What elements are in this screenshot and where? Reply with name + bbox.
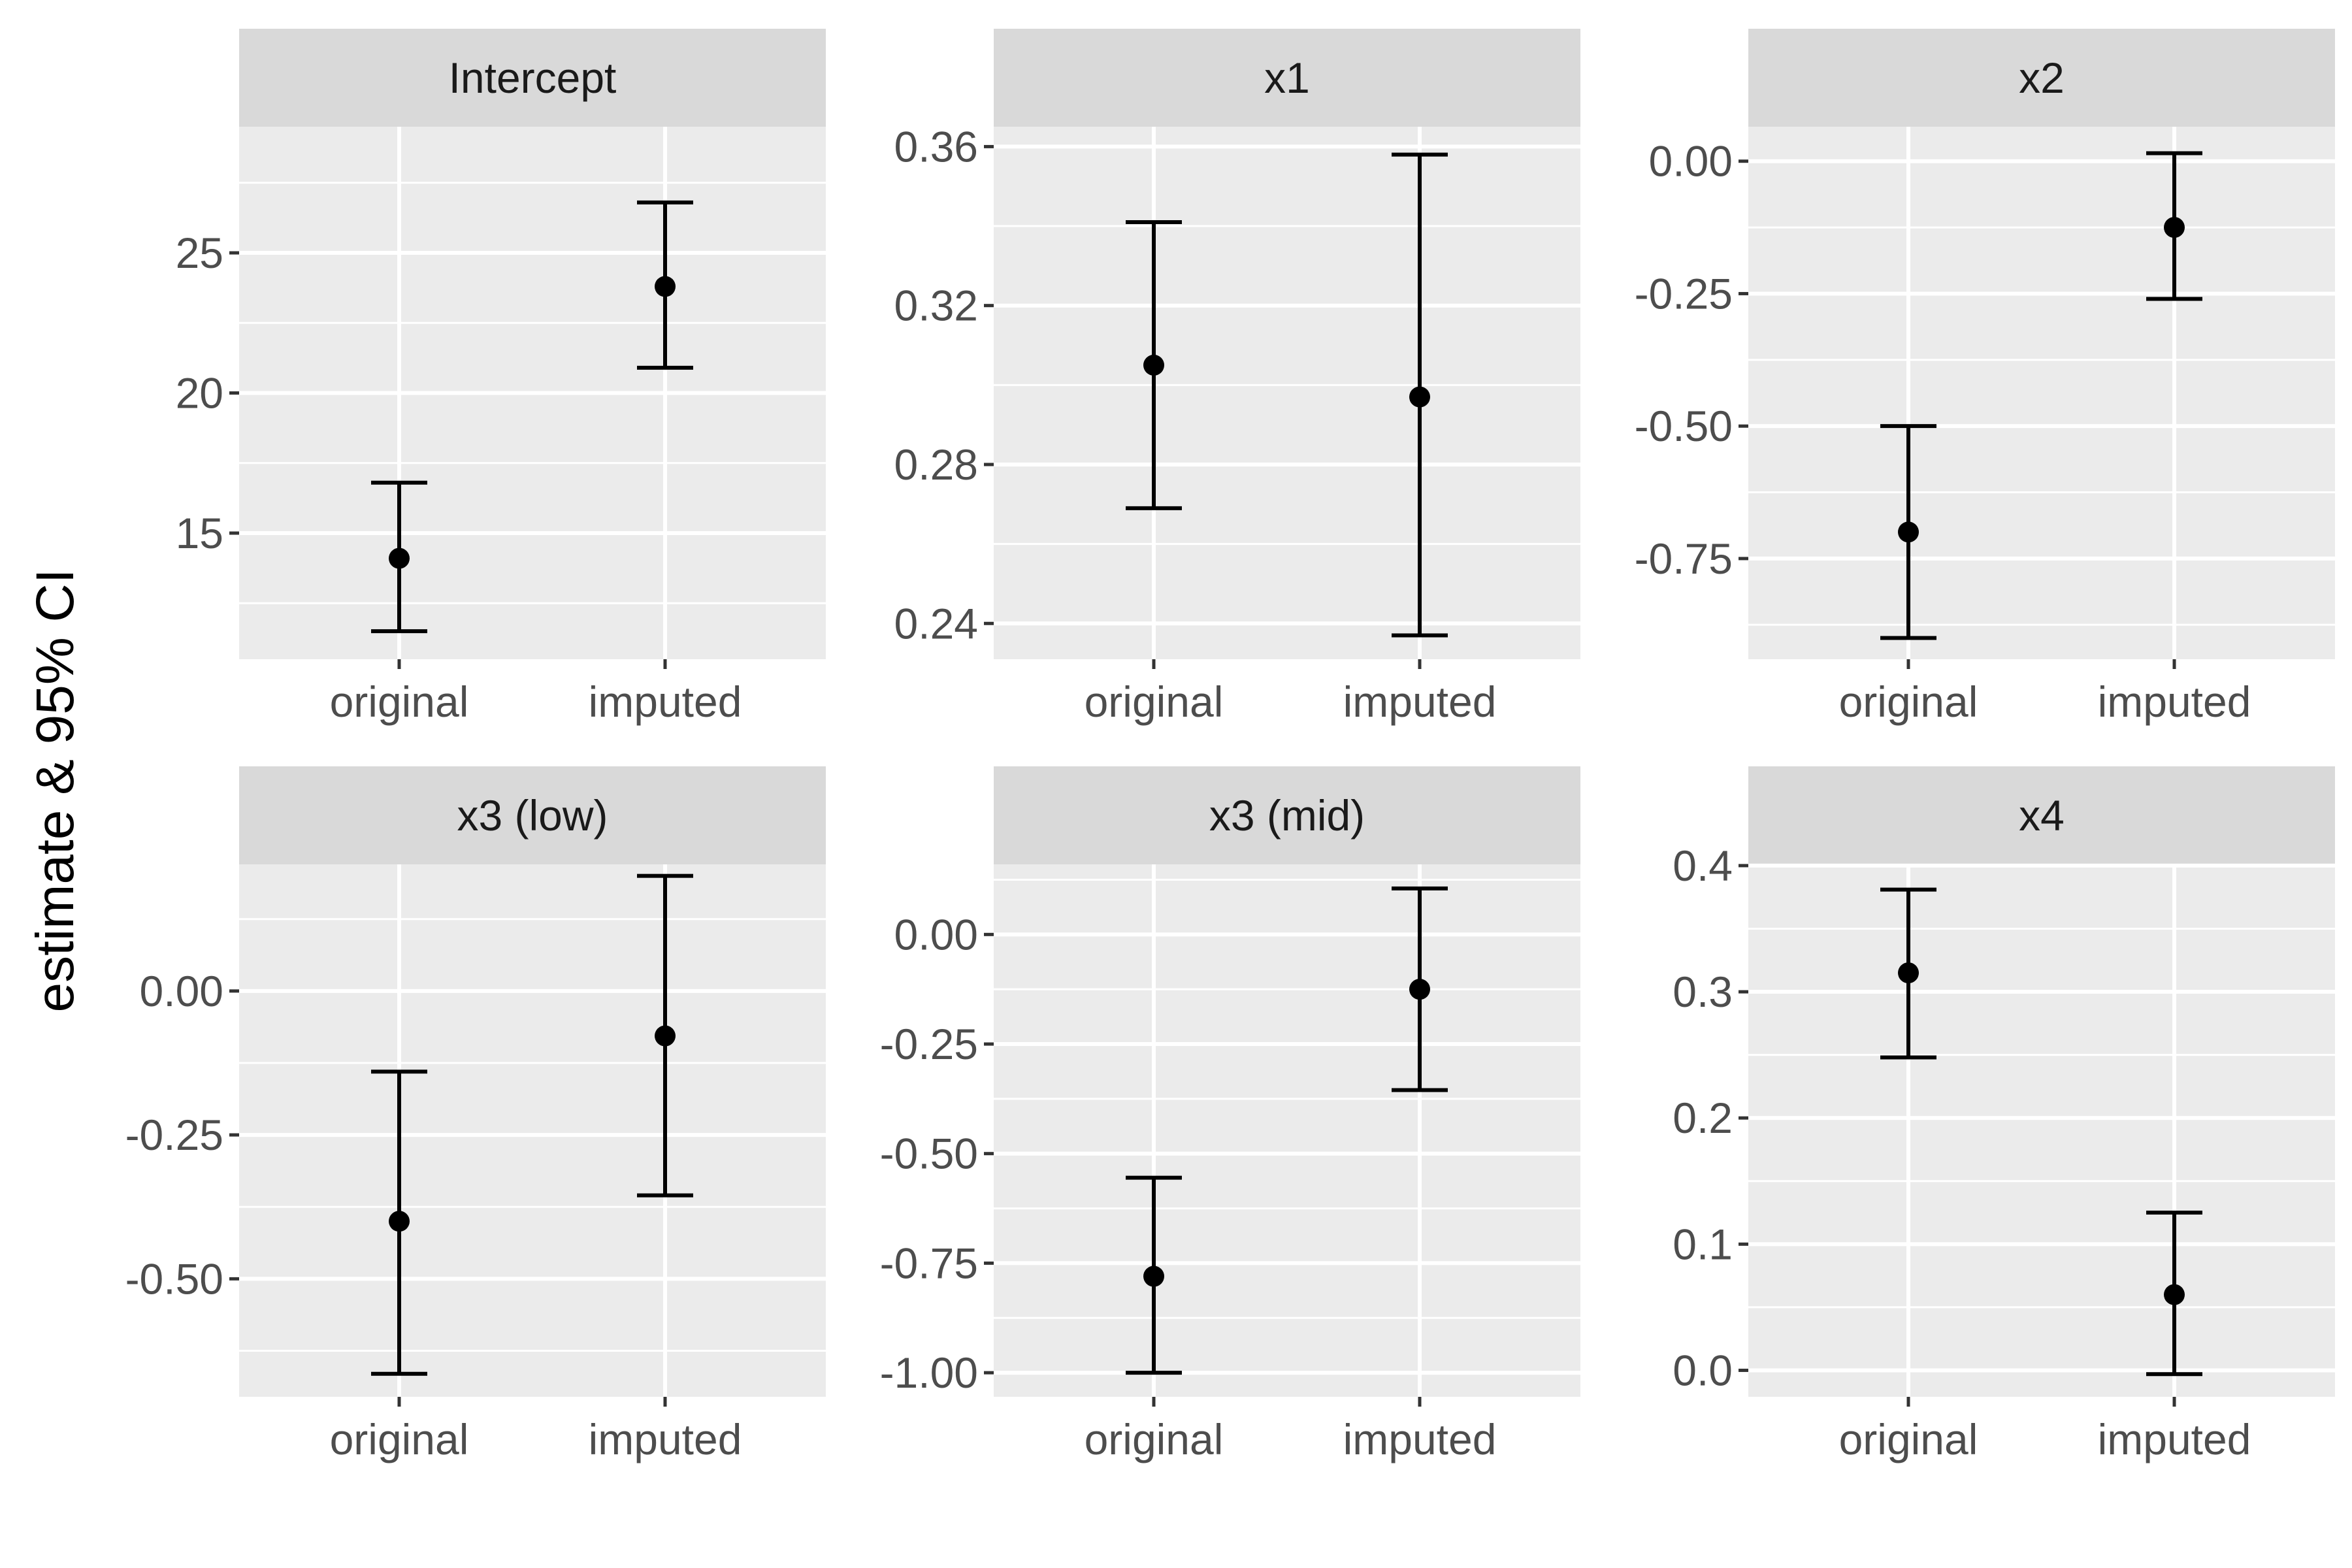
facet-strip <box>239 29 826 127</box>
x-tick-label: imputed <box>589 1415 742 1463</box>
plot-background <box>1748 127 2335 659</box>
x-tick-label: original <box>330 1415 469 1463</box>
facet-strip <box>1748 29 2335 127</box>
x-tick-label: imputed <box>1343 1415 1497 1463</box>
x-tick-label: original <box>1839 1415 1978 1463</box>
y-tick-label: -0.50 <box>125 1254 223 1303</box>
plot-background <box>239 864 826 1397</box>
y-tick-label: -1.00 <box>880 1348 978 1397</box>
estimate-point <box>389 1211 410 1232</box>
x-tick-label: original <box>330 678 469 726</box>
errorbar-original <box>371 480 427 634</box>
y-tick-label: 0.36 <box>894 122 978 171</box>
estimate-point <box>655 276 676 297</box>
panel-intercept: Intercept 15 20 25 original imputed <box>176 29 826 726</box>
panel-x3-mid: x3 (mid) -1.00 -0.75 -0.50 -0.25 0.00 original… <box>880 766 1580 1463</box>
errorbar-imputed <box>2146 151 2202 301</box>
plot-background <box>994 864 1580 1397</box>
facet-title: Intercept <box>449 54 617 102</box>
x-tick-label: original <box>1085 1415 1224 1463</box>
facet-title: x3 (mid) <box>1209 791 1365 840</box>
y-tick-label: 0.4 <box>1673 841 1733 890</box>
plot-background <box>994 127 1580 659</box>
errorbar-original <box>1126 1175 1182 1375</box>
x-tick-label: imputed <box>589 678 742 726</box>
estimate-point <box>655 1025 676 1047</box>
y-tick-label: 25 <box>176 229 223 277</box>
facet-title: x3 (low) <box>457 791 608 840</box>
y-tick-label: 15 <box>176 509 223 557</box>
y-tick-label: 0.0 <box>1673 1346 1733 1394</box>
y-axis-label: estimate & 95% CI <box>25 568 85 1012</box>
facet-strip <box>994 766 1580 864</box>
panel-x3-low: x3 (low) -0.50 -0.25 0.00 original imputed <box>125 766 826 1463</box>
y-tick-label: 0.2 <box>1673 1094 1733 1142</box>
facet-title: x4 <box>2019 791 2065 840</box>
panels-group: Intercept 15 20 25 original imputed x1 0.24 0.28… <box>125 29 2335 1463</box>
x-tick-label: original <box>1839 678 1978 726</box>
y-tick-label: -0.50 <box>1635 402 1733 450</box>
x-tick-label: imputed <box>2098 1415 2251 1463</box>
facet-strip <box>1748 766 2335 864</box>
y-tick-label: 0.1 <box>1673 1220 1733 1268</box>
estimate-point <box>2164 217 2185 238</box>
errorbar-original <box>1126 220 1182 510</box>
estimate-point <box>1143 354 1164 376</box>
estimate-point <box>1898 521 1919 543</box>
errorbar-imputed <box>1392 886 1448 1092</box>
y-tick-label: -0.75 <box>1635 534 1733 583</box>
x-tick-label: imputed <box>1343 678 1497 726</box>
errorbar-imputed <box>1392 152 1448 638</box>
y-tick-label: -0.25 <box>880 1020 978 1068</box>
panel-x1: x1 0.24 0.28 0.32 0.36 original imputed <box>894 29 1580 726</box>
facet-strip <box>239 766 826 864</box>
y-tick-label: 20 <box>176 369 223 417</box>
y-tick-label: 0.24 <box>894 599 978 647</box>
estimate-point <box>1409 386 1430 408</box>
errorbar-imputed <box>2146 1211 2202 1377</box>
estimate-point <box>2164 1284 2185 1305</box>
plot-background <box>1748 864 2335 1397</box>
errorbar-original <box>1880 887 1936 1060</box>
y-tick-label: 0.00 <box>894 910 978 958</box>
estimate-point <box>1898 962 1919 984</box>
errorbar-original <box>1880 424 1936 640</box>
y-tick-label: -0.50 <box>880 1130 978 1178</box>
facet-title: x2 <box>2019 54 2065 102</box>
facet-title: x1 <box>1264 54 1310 102</box>
panel-x2: x2 -0.75 -0.50 -0.25 0.00 original imputed <box>1635 29 2335 726</box>
estimate-point <box>1409 979 1430 1000</box>
panel-x4: x4 0.0 0.1 0.2 0.3 0.4 original imputed <box>1673 766 2335 1463</box>
errorbar-original <box>371 1070 427 1376</box>
y-tick-label: 0.32 <box>894 282 978 330</box>
errorbar-imputed <box>637 874 693 1198</box>
errorbar-imputed <box>637 200 693 370</box>
y-tick-label: -0.25 <box>1635 269 1733 318</box>
y-tick-label: 0.3 <box>1673 968 1733 1016</box>
y-tick-label: 0.00 <box>140 967 223 1015</box>
y-tick-label: -0.25 <box>125 1111 223 1159</box>
x-tick-label: imputed <box>2098 678 2251 726</box>
x-tick-label: original <box>1085 678 1224 726</box>
estimate-point <box>1143 1266 1164 1287</box>
facet-strip <box>994 29 1580 127</box>
estimate-point <box>389 547 410 569</box>
y-tick-label: -0.75 <box>880 1239 978 1287</box>
y-tick-label: 0.00 <box>1649 137 1733 186</box>
y-tick-label: 0.28 <box>894 440 978 489</box>
